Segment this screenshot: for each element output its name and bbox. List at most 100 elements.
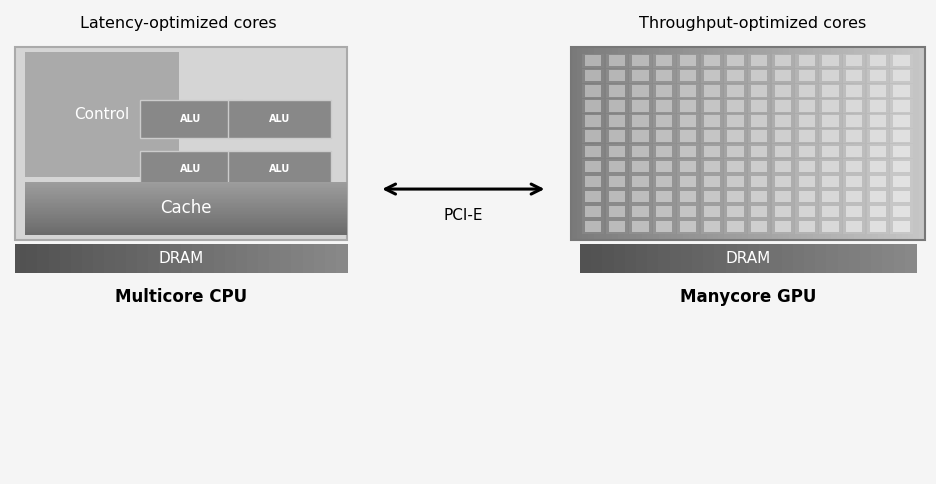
Bar [24, 208, 346, 210]
Bar [870, 55, 886, 66]
Bar [291, 244, 303, 273]
Bar [890, 129, 913, 143]
Bar [582, 47, 590, 240]
Bar [822, 176, 839, 187]
Bar [336, 244, 347, 273]
Bar [870, 70, 886, 81]
Bar [680, 55, 696, 66]
Bar [633, 221, 649, 232]
Bar [843, 84, 866, 98]
Bar [695, 47, 702, 240]
Bar [736, 47, 743, 240]
Bar [843, 99, 866, 113]
Bar [842, 47, 849, 240]
Bar [751, 221, 768, 232]
Bar [796, 219, 818, 234]
Bar [680, 70, 696, 81]
Bar [843, 144, 866, 158]
Bar [870, 191, 886, 202]
Bar [766, 47, 772, 240]
Bar [582, 99, 605, 113]
Bar [867, 99, 889, 113]
Bar [281, 244, 292, 273]
Bar [115, 244, 126, 273]
Bar [870, 161, 886, 172]
Bar [26, 244, 38, 273]
Bar [870, 146, 886, 157]
Bar [771, 84, 795, 98]
Bar [775, 176, 791, 187]
Bar [139, 100, 242, 137]
Bar [585, 131, 601, 142]
Bar [860, 47, 867, 240]
Bar [890, 47, 897, 240]
Bar [594, 47, 601, 240]
Bar [748, 219, 770, 234]
Bar [24, 190, 346, 191]
Bar [724, 84, 747, 98]
Bar [647, 244, 659, 273]
Bar [775, 70, 791, 81]
Bar [796, 114, 818, 128]
Bar [677, 84, 699, 98]
Bar [24, 215, 346, 216]
Bar [607, 47, 613, 240]
Bar [848, 47, 856, 240]
Bar [727, 100, 744, 112]
Bar [625, 244, 636, 273]
Bar [867, 189, 889, 204]
Bar [633, 206, 649, 217]
Bar [571, 47, 578, 240]
Text: Cache: Cache [160, 199, 212, 217]
Bar [796, 174, 818, 189]
Bar [866, 47, 873, 240]
Bar [843, 129, 866, 143]
Bar [890, 159, 913, 173]
Bar [826, 244, 839, 273]
Bar [724, 189, 747, 204]
Bar [608, 221, 625, 232]
Bar [798, 115, 815, 127]
Bar [700, 159, 723, 173]
Bar [890, 69, 913, 83]
Bar [819, 189, 841, 204]
Bar [582, 114, 605, 128]
Text: Control: Control [74, 107, 129, 122]
Text: Manycore GPU: Manycore GPU [680, 288, 816, 306]
Bar [822, 191, 839, 202]
Bar [846, 55, 862, 66]
Bar [860, 244, 872, 273]
Bar [125, 244, 138, 273]
Bar [846, 85, 862, 96]
Bar [606, 144, 628, 158]
Bar [793, 244, 805, 273]
Bar [771, 144, 795, 158]
Bar [629, 69, 651, 83]
Bar [203, 244, 215, 273]
Bar [582, 69, 605, 83]
Bar [629, 159, 651, 173]
Bar [24, 227, 346, 228]
Bar [700, 54, 723, 68]
Bar [890, 219, 913, 234]
Bar [719, 47, 725, 240]
Bar [608, 70, 625, 81]
Bar [656, 85, 672, 96]
Bar [633, 146, 649, 157]
Bar [608, 85, 625, 96]
Bar [677, 204, 699, 219]
Bar [582, 159, 605, 173]
Bar [608, 115, 625, 127]
Bar [608, 161, 625, 172]
Bar [636, 244, 648, 273]
Bar [49, 244, 61, 273]
Bar [606, 114, 628, 128]
Bar [665, 47, 672, 240]
Bar [656, 221, 672, 232]
Bar [653, 144, 676, 158]
Bar [798, 176, 815, 187]
Bar [629, 99, 651, 113]
Bar [727, 85, 744, 96]
Bar [896, 47, 902, 240]
Bar [796, 54, 818, 68]
